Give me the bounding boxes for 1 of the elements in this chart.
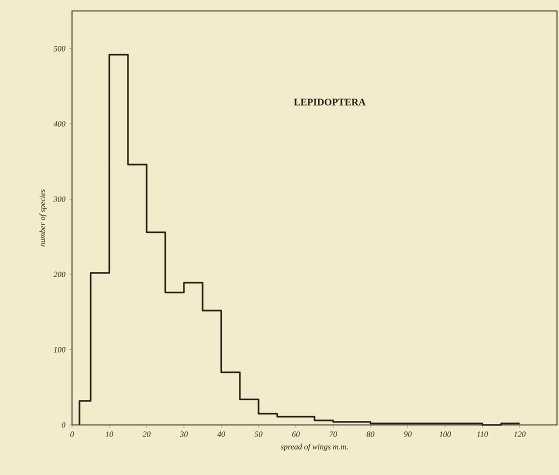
annotation: LEPIDOPTERA (294, 98, 366, 106)
